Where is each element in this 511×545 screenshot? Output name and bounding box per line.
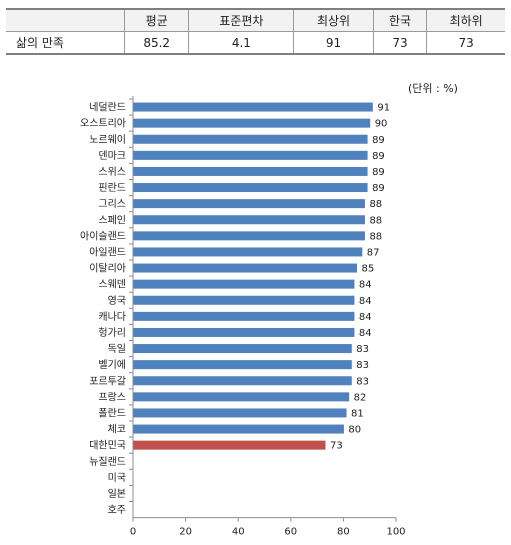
table-cell-korea: 73 [372,31,427,55]
table-cell-stddev: 4.1 [188,31,294,55]
bar [133,247,363,257]
bar [133,392,350,402]
data-label: 73 [330,441,343,452]
category-label: 캐나다 [98,311,126,323]
data-label: 83 [356,360,369,371]
table-header-top: 최상위 [293,8,374,32]
bar [133,199,365,209]
bar [133,311,355,321]
category-label: 아이슬랜드 [80,230,126,242]
bar [133,166,368,176]
category-label: 독일 [108,343,126,355]
category-label: 덴마크 [98,150,126,162]
category-label: 벨기에 [98,359,126,371]
category-label: 대한민국 [89,440,126,452]
data-label: 80 [348,425,361,436]
category-label: 미국 [108,472,126,484]
category-label: 일본 [108,488,126,500]
bar [133,118,371,128]
table-cell-bottom: 73 [426,31,505,55]
category-label: 호주 [108,504,126,516]
data-label: 83 [356,344,369,355]
bar [133,360,352,370]
category-label: 뉴질랜드 [89,456,126,468]
data-label: 89 [372,183,385,194]
x-tick-label: 20 [179,527,192,538]
bar [133,150,368,160]
bar [133,263,358,273]
bar [133,344,352,354]
data-label: 84 [359,280,372,291]
data-label: 88 [369,199,382,210]
category-label: 프랑스 [98,391,126,403]
category-label: 스웨덴 [98,279,126,291]
x-tick-label: 100 [386,527,405,538]
table-cell-mean: 85.2 [123,31,189,55]
x-tick-label: 60 [284,527,297,538]
table-header-stddev: 표준편차 [188,8,294,32]
category-label: 영국 [108,295,126,307]
category-label: 스페인 [98,214,126,226]
bar [133,327,355,337]
bar [133,376,352,386]
data-label: 87 [367,247,380,258]
data-label: 84 [359,328,372,339]
data-label: 85 [362,264,375,275]
category-label: 이탈리아 [89,262,126,275]
bar [133,279,355,289]
data-label: 89 [372,135,385,146]
table-header-bottom: 최하위 [426,8,505,32]
bar [133,408,347,418]
table-header-mean: 평균 [123,8,189,32]
category-label: 포르투갈 [89,374,126,387]
bar [133,134,368,144]
data-label: 90 [375,119,388,130]
category-label: 노르웨이 [89,134,126,146]
bar [133,440,326,450]
unit-note: (단위 : %) [408,82,458,95]
table-cell-top: 91 [293,31,374,55]
category-label: 그리스 [98,198,126,210]
category-label: 핀란드 [98,182,126,194]
table-header-korea: 한국 [372,8,427,32]
chart-labels: 0 20 40 60 80 100 네덜란드 91 오스트리아 90 노르웨이 89 덴마크 89 스위스 8… [80,102,406,538]
category-label: 체코 [108,424,126,436]
data-label: 88 [369,215,382,226]
bar [133,295,355,305]
category-label: 폴란드 [98,407,126,419]
table-header-blank [6,8,125,32]
data-label: 88 [369,231,382,242]
chart-axes [129,96,397,522]
x-tick-label: 40 [232,527,245,538]
category-label: 네덜란드 [89,102,126,114]
bar [133,231,365,241]
data-label: 83 [356,376,369,387]
category-label: 스위스 [98,165,126,178]
data-label: 91 [377,103,390,114]
x-tick-label: 0 [130,527,136,538]
data-label: 84 [359,312,372,323]
data-label: 89 [372,151,385,162]
x-tick-label: 80 [337,527,350,538]
table-header-row: 평균 표준편차 최상위 한국 최하위 [6,8,505,32]
category-label: 아일랜드 [89,246,126,258]
summary-table: 평균 표준편차 최상위 한국 최하위 삶의 만족 85.2 4.1 91 73 … [6,8,505,55]
bar [133,215,365,225]
data-label: 84 [359,296,372,307]
data-label: 89 [372,167,385,178]
bar [133,102,373,112]
chart-bars [133,102,373,450]
table-row-label: 삶의 만족 [6,31,125,55]
data-label: 81 [351,408,364,419]
category-label: 헝가리 [98,327,126,339]
data-label: 82 [354,392,367,403]
bar [133,424,344,434]
bar [133,183,368,193]
category-label: 오스트리아 [80,118,126,130]
table-row: 삶의 만족 85.2 4.1 91 73 73 [6,31,505,55]
